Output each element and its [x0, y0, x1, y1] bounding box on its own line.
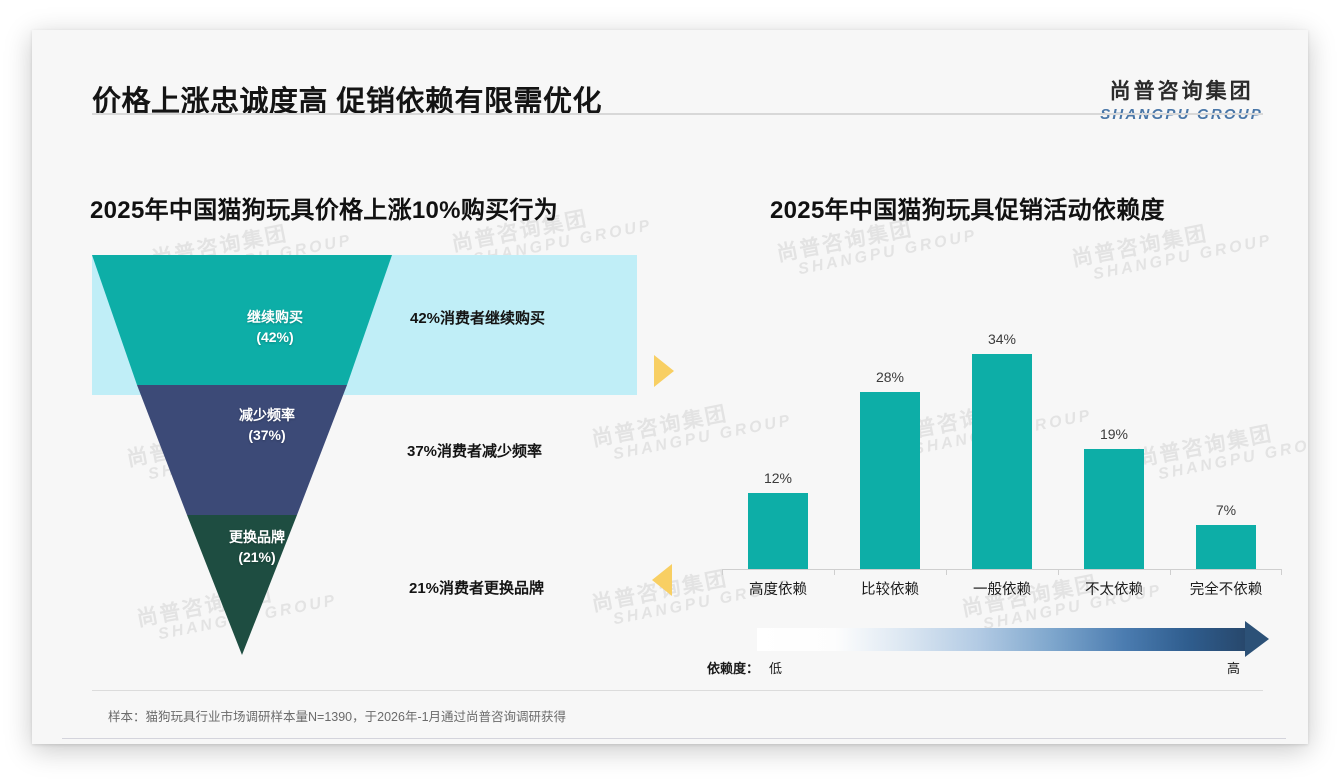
funnel-band-3-text: 21%消费者更换品牌 [409, 580, 545, 597]
bar-column: 12% [722, 470, 834, 569]
bar-column: 28% [834, 369, 946, 569]
logo-text-cn: 尚普咨询集团 [1109, 80, 1254, 103]
bar-column: 7% [1170, 502, 1282, 569]
dependency-bar-chart: 12% 28% 34% 19% 7% 高度依赖 比较依赖 一般依赖 不太依赖 完… [722, 320, 1282, 598]
funnel-segment-2-value: (37%) [248, 427, 286, 444]
gradient-bar [757, 628, 1247, 651]
dependency-gradient-legend: 依赖度： 低 高 [707, 621, 1282, 676]
bar-column: 34% [946, 331, 1058, 569]
watermark-en: SHANGPU GROUP [796, 226, 979, 279]
legend-low-label: 低 [769, 661, 783, 676]
footer-divider [62, 738, 1286, 739]
bar-value-label: 34% [987, 331, 1017, 347]
page-title: 价格上涨忠诚度高 促销依赖有限需优化 [92, 86, 603, 118]
note-divider [92, 690, 1263, 691]
left-chart-title: 2025年中国猫狗玩具价格上涨10%购买行为 [90, 197, 559, 224]
arrow-right-icon [1245, 621, 1269, 657]
funnel-segment-3-label: 更换品牌 (21%) [197, 527, 317, 568]
slide-canvas: 尚普咨询集团 SHANGPU GROUP 尚普咨询集团 SHANGPU GROU… [32, 30, 1308, 744]
funnel-segment-3-value: (21%) [238, 549, 276, 566]
funnel-band-1-text: 42%消费者继续购买 [410, 310, 546, 327]
funnel-segment-2-label: 减少频率 (37%) [202, 405, 332, 446]
axis-tick [1281, 570, 1282, 575]
bar-value-label: 28% [875, 369, 905, 385]
source-note: 样本：猫狗玩具行业市场调研样本量N=1390，于2026年-1月通过尚普咨询调研… [108, 710, 567, 724]
bar-0 [748, 493, 808, 569]
triangle-right-icon [654, 355, 674, 387]
x-axis-label-2: 一般依赖 [973, 582, 1031, 598]
funnel-chart: 继续购买 (42%) 减少频率 (37%) 更换品牌 (21%) 42%消费者继… [92, 255, 637, 655]
funnel-band-2-text: 37%消费者减少频率 [407, 443, 543, 460]
bar-value-label: 19% [1099, 426, 1129, 442]
triangle-left-icon [652, 564, 672, 596]
funnel-segment-1 [92, 255, 392, 385]
bar-column: 19% [1058, 426, 1170, 569]
x-axis-label-3: 不太依赖 [1085, 582, 1143, 598]
axis-tick [722, 570, 723, 575]
bar-3 [1084, 449, 1144, 569]
x-axis-line [722, 569, 1282, 570]
x-axis-label-4: 完全不依赖 [1189, 582, 1263, 598]
legend-high-label: 高 [1227, 661, 1241, 676]
bar-4 [1196, 525, 1256, 569]
funnel-segment-3-name: 更换品牌 [229, 529, 285, 545]
x-axis-label-1: 比较依赖 [861, 582, 919, 598]
right-chart-title: 2025年中国猫狗玩具促销活动依赖度 [770, 197, 1165, 224]
axis-tick [946, 570, 947, 575]
legend-caption: 依赖度： [707, 661, 760, 676]
brand-logo: 尚普咨询集团 SHANGPU GROUP [1100, 75, 1263, 123]
slide-header: 价格上涨忠诚度高 促销依赖有限需优化 尚普咨询集团 SHANGPU GROUP [32, 30, 1308, 123]
axis-tick [1058, 570, 1059, 575]
bar-value-label: 12% [763, 470, 793, 486]
axis-tick [834, 570, 835, 575]
header-divider [92, 113, 1263, 115]
bar-2 [972, 354, 1032, 569]
bar-value-label: 7% [1215, 502, 1237, 518]
bar-1 [860, 392, 920, 569]
funnel-shapes [92, 255, 392, 655]
funnel-segment-1-name: 继续购买 [247, 309, 303, 325]
funnel-segment-1-label: 继续购买 (42%) [210, 307, 340, 348]
x-axis-label-0: 高度依赖 [749, 582, 807, 598]
funnel-segment-2-name: 减少频率 [239, 407, 295, 423]
funnel-segment-3 [187, 515, 297, 655]
funnel-segment-1-value: (42%) [256, 329, 294, 346]
watermark-en: SHANGPU GROUP [1091, 231, 1274, 284]
funnel-segment-2 [137, 385, 347, 515]
axis-tick [1170, 570, 1171, 575]
